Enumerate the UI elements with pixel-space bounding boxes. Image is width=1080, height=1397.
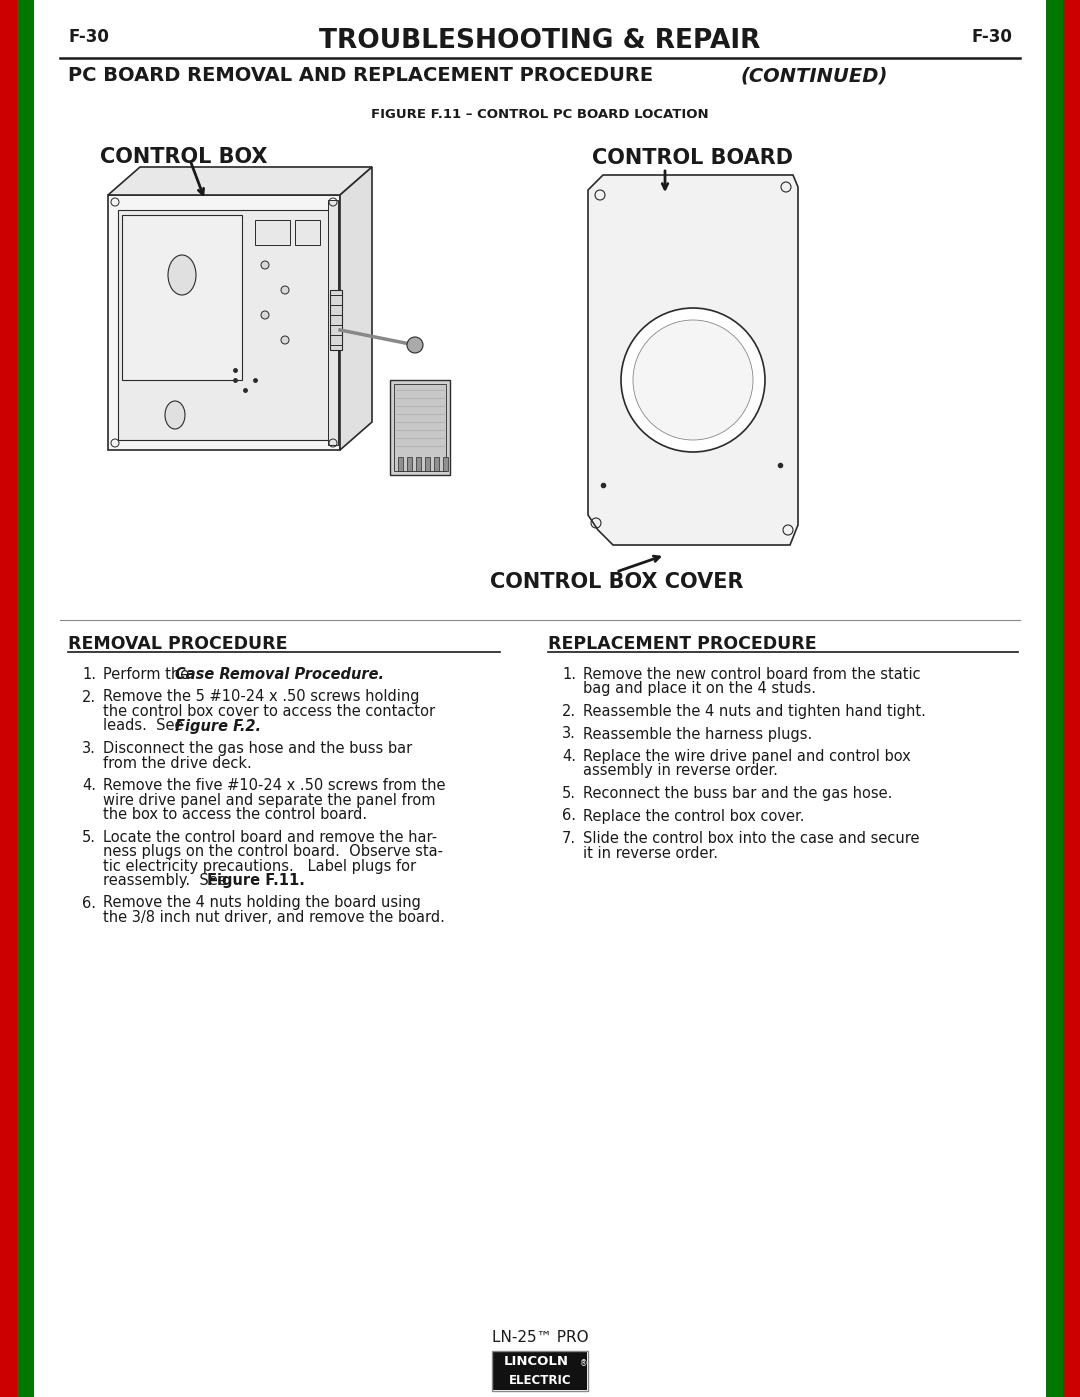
Text: REPLACEMENT PROCEDURE: REPLACEMENT PROCEDURE xyxy=(548,636,816,652)
Text: Remove the 4 nuts holding the board using: Remove the 4 nuts holding the board usin… xyxy=(103,895,421,911)
Text: (CONTINUED): (CONTINUED) xyxy=(740,66,888,85)
Text: Reassemble the 4 nuts and tighten hand tight.: Reassemble the 4 nuts and tighten hand t… xyxy=(583,704,926,719)
Circle shape xyxy=(261,261,269,270)
Bar xyxy=(394,384,446,471)
Bar xyxy=(434,457,438,471)
Text: the box to access the control board.: the box to access the control board. xyxy=(103,807,367,821)
Text: 4.: 4. xyxy=(562,749,576,764)
Text: PC BOARD REMOVAL AND REPLACEMENT PROCEDURE: PC BOARD REMOVAL AND REPLACEMENT PROCEDU… xyxy=(68,66,660,85)
Text: CONTROL BOARD: CONTROL BOARD xyxy=(592,148,793,168)
Text: assembly in reverse order.: assembly in reverse order. xyxy=(583,764,778,778)
Text: it in reverse order.: it in reverse order. xyxy=(583,845,718,861)
Bar xyxy=(295,219,320,244)
Bar xyxy=(330,291,342,351)
Bar xyxy=(17,0,33,1397)
Text: reassembly.  See: reassembly. See xyxy=(103,873,231,888)
Text: Reassemble the harness plugs.: Reassemble the harness plugs. xyxy=(583,726,812,742)
Bar xyxy=(1063,0,1080,1397)
Text: 4.: 4. xyxy=(82,778,96,793)
Text: 6.: 6. xyxy=(82,895,96,911)
Text: Locate the control board and remove the har-: Locate the control board and remove the … xyxy=(103,830,437,845)
Bar xyxy=(492,1352,588,1372)
Bar xyxy=(255,219,291,244)
Text: 1.: 1. xyxy=(562,666,576,682)
Text: leads.  See: leads. See xyxy=(103,718,188,733)
Text: FIGURE F.11 – CONTROL PC BOARD LOCATION: FIGURE F.11 – CONTROL PC BOARD LOCATION xyxy=(372,108,708,122)
Polygon shape xyxy=(108,168,372,196)
Circle shape xyxy=(621,307,765,453)
Bar xyxy=(390,380,450,475)
Bar xyxy=(1047,0,1063,1397)
Text: LINCOLN: LINCOLN xyxy=(503,1355,568,1368)
Text: Disconnect the gas hose and the buss bar: Disconnect the gas hose and the buss bar xyxy=(103,740,413,756)
Text: 6.: 6. xyxy=(562,809,576,823)
Text: 2.: 2. xyxy=(82,690,96,704)
Text: Perform the: Perform the xyxy=(103,666,194,682)
Text: Return to Section TOC: Return to Section TOC xyxy=(4,1113,13,1227)
Bar xyxy=(492,1372,588,1390)
Text: 1.: 1. xyxy=(82,666,96,682)
Bar xyxy=(492,1351,588,1391)
Text: Replace the control box cover.: Replace the control box cover. xyxy=(583,809,805,823)
Text: F-30: F-30 xyxy=(971,28,1012,46)
Text: Remove the new control board from the static: Remove the new control board from the st… xyxy=(583,666,920,682)
Text: CONTROL BOX: CONTROL BOX xyxy=(100,147,268,168)
Text: Remove the five #10-24 x .50 screws from the: Remove the five #10-24 x .50 screws from… xyxy=(103,778,446,793)
Circle shape xyxy=(281,286,289,293)
Text: Return to Master TOC: Return to Master TOC xyxy=(21,1115,30,1225)
Ellipse shape xyxy=(165,401,185,429)
Text: Return to Master TOC: Return to Master TOC xyxy=(21,109,30,221)
Text: F-30: F-30 xyxy=(68,28,109,46)
Text: 7.: 7. xyxy=(562,831,576,847)
Text: LN-25™ PRO: LN-25™ PRO xyxy=(491,1330,589,1345)
Text: 3.: 3. xyxy=(562,726,576,742)
Text: 5.: 5. xyxy=(562,787,576,800)
Text: Replace the wire drive panel and control box: Replace the wire drive panel and control… xyxy=(583,749,910,764)
Text: ness plugs on the control board.  Observe sta-: ness plugs on the control board. Observe… xyxy=(103,844,443,859)
Text: 3.: 3. xyxy=(82,740,96,756)
Text: Figure F.11.: Figure F.11. xyxy=(207,873,305,888)
Text: bag and place it on the 4 studs.: bag and place it on the 4 studs. xyxy=(583,682,816,697)
Text: from the drive deck.: from the drive deck. xyxy=(103,756,252,771)
Text: 2.: 2. xyxy=(562,704,576,719)
Polygon shape xyxy=(588,175,798,545)
Text: Return to Master TOC: Return to Master TOC xyxy=(21,454,30,566)
Text: Slide the control box into the case and secure: Slide the control box into the case and … xyxy=(583,831,919,847)
Circle shape xyxy=(407,337,423,353)
Bar xyxy=(122,215,242,380)
Circle shape xyxy=(633,320,753,440)
Text: ELECTRIC: ELECTRIC xyxy=(509,1375,571,1387)
Text: Return to Section TOC: Return to Section TOC xyxy=(4,803,13,916)
Bar xyxy=(443,457,448,471)
Bar xyxy=(0,0,17,1397)
Text: TROUBLESHOOTING & REPAIR: TROUBLESHOOTING & REPAIR xyxy=(320,28,760,54)
Bar xyxy=(426,457,430,471)
Text: Return to Master TOC: Return to Master TOC xyxy=(21,805,30,915)
Text: Figure F.2.: Figure F.2. xyxy=(175,718,260,733)
Text: Return to Section TOC: Return to Section TOC xyxy=(4,108,13,222)
Text: REMOVAL PROCEDURE: REMOVAL PROCEDURE xyxy=(68,636,287,652)
Text: the control box cover to access the contactor: the control box cover to access the cont… xyxy=(103,704,435,719)
Bar xyxy=(399,457,403,471)
Bar xyxy=(328,200,338,446)
Text: wire drive panel and separate the panel from: wire drive panel and separate the panel … xyxy=(103,792,435,807)
Bar xyxy=(407,457,411,471)
Text: 5.: 5. xyxy=(82,830,96,845)
Text: CONTROL BOX COVER: CONTROL BOX COVER xyxy=(490,571,743,592)
Text: Remove the 5 #10-24 x .50 screws holding: Remove the 5 #10-24 x .50 screws holding xyxy=(103,690,419,704)
Text: the 3/8 inch nut driver, and remove the board.: the 3/8 inch nut driver, and remove the … xyxy=(103,909,445,925)
Text: tic electricity precautions.   Label plugs for: tic electricity precautions. Label plugs… xyxy=(103,859,416,873)
Text: ®: ® xyxy=(580,1359,588,1368)
Ellipse shape xyxy=(168,256,195,295)
Text: Reconnect the buss bar and the gas hose.: Reconnect the buss bar and the gas hose. xyxy=(583,787,892,800)
Bar xyxy=(118,210,330,440)
Polygon shape xyxy=(340,168,372,450)
Bar xyxy=(108,196,340,450)
Circle shape xyxy=(261,312,269,319)
Bar xyxy=(416,457,421,471)
Text: Case Removal Procedure.: Case Removal Procedure. xyxy=(175,666,383,682)
Circle shape xyxy=(281,337,289,344)
Text: Return to Section TOC: Return to Section TOC xyxy=(4,453,13,567)
